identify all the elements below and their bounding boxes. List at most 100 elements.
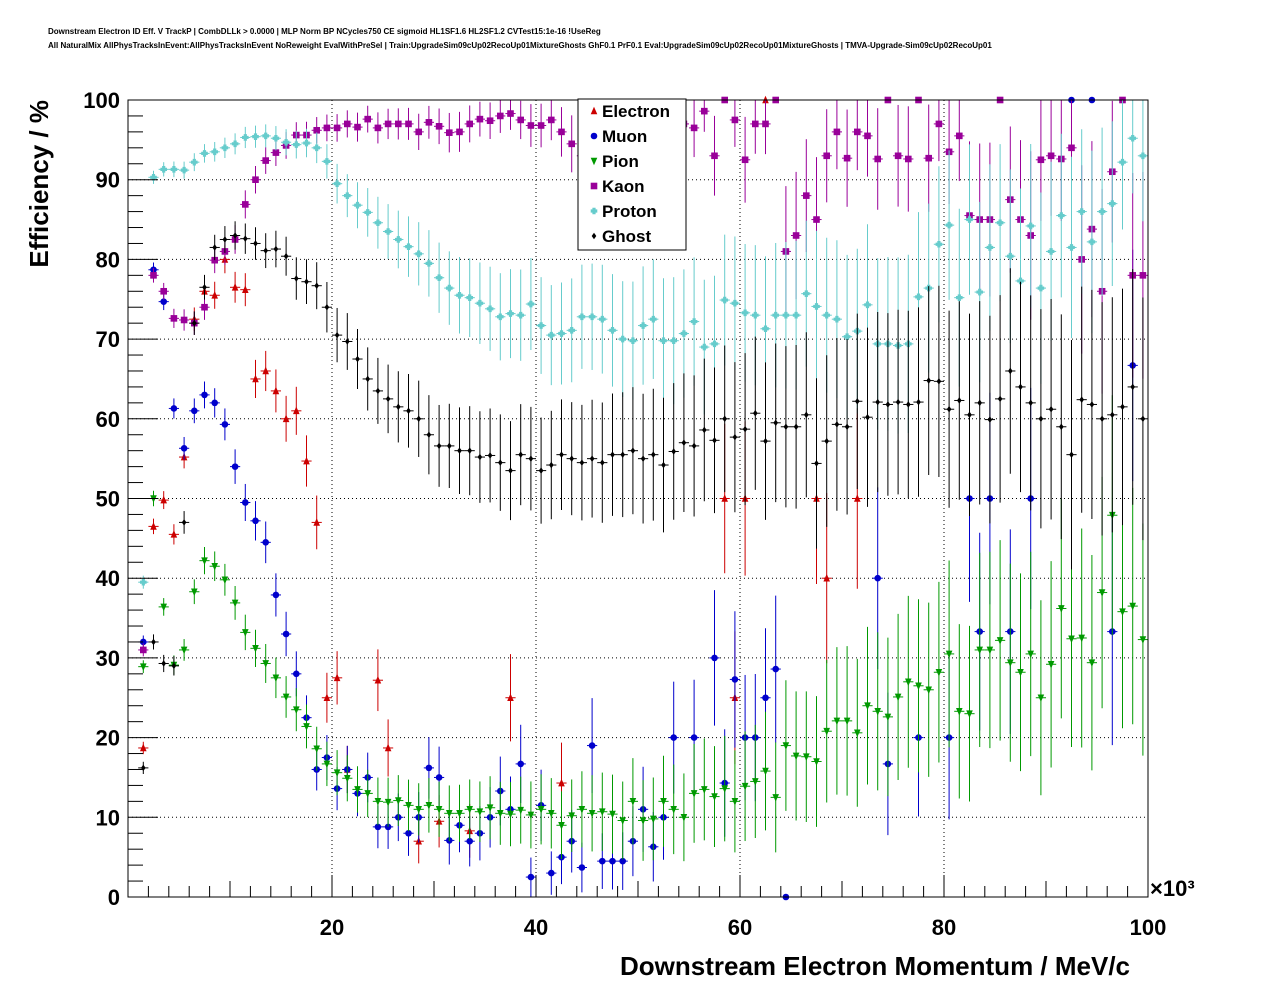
muon-point: [772, 665, 779, 673]
electron-point: [854, 494, 861, 502]
proton-point: [558, 330, 565, 337]
proton-point: [1047, 248, 1055, 255]
kaon-point: [833, 128, 841, 136]
ghost-point: [375, 387, 381, 395]
y-tick-label: 50: [96, 487, 120, 512]
ghost-point: [753, 409, 758, 417]
pion-point: [497, 810, 504, 818]
kaon-point: [864, 132, 871, 140]
proton-point: [231, 140, 239, 148]
pion-point: [1098, 589, 1106, 597]
proton-point: [1058, 212, 1065, 219]
proton-point: [690, 318, 698, 325]
ghost-point: [528, 455, 534, 462]
ghost-point: [681, 439, 687, 447]
muon-point: [374, 823, 382, 831]
electron-point: [140, 743, 147, 752]
ghost-point: [151, 638, 156, 646]
proton-point: [731, 299, 739, 307]
ghost-point: [844, 423, 850, 431]
proton-point: [803, 290, 810, 297]
ghost-point: [855, 397, 860, 405]
ghost-point: [814, 460, 819, 467]
kaon-point: [486, 117, 494, 125]
pion-point: [201, 557, 208, 565]
proton-point: [639, 322, 647, 329]
proton-point: [211, 148, 218, 156]
ghost-point: [834, 421, 840, 428]
legend-marker-kaon: [590, 182, 598, 190]
kaon-point: [140, 646, 147, 654]
ghost-point: [589, 455, 595, 462]
muon-point: [282, 630, 290, 638]
pion-point: [1007, 659, 1014, 667]
proton-point: [1007, 252, 1014, 260]
kaon-point: [517, 116, 524, 124]
ghost-point: [630, 447, 636, 454]
proton-point: [435, 274, 443, 282]
proton-point: [1109, 200, 1116, 207]
pion-point: [925, 686, 932, 695]
pion-point: [354, 786, 361, 794]
ghost-point: [1018, 383, 1023, 391]
proton-point: [384, 228, 392, 235]
y-tick-label: 80: [96, 247, 120, 272]
proton-point: [405, 243, 412, 250]
ghost-point: [1079, 396, 1084, 403]
ghost-point: [1048, 405, 1054, 413]
muon-point: [272, 591, 280, 599]
ghost-point: [916, 398, 921, 406]
ghost-point: [436, 442, 442, 450]
ghost-point: [447, 442, 452, 450]
kaon-point: [568, 140, 575, 148]
kaon-point: [741, 156, 749, 164]
kaon-point: [925, 154, 932, 162]
pion-point: [772, 794, 779, 802]
pion-point: [476, 808, 484, 817]
legend-label-pion: Pion: [602, 152, 639, 171]
muon-point: [588, 742, 596, 749]
ghost-point: [518, 451, 523, 458]
ghost-point: [538, 467, 544, 474]
x-axis-multiplier: ×10³: [1150, 876, 1195, 901]
proton-point: [395, 236, 402, 243]
proton-point: [476, 299, 484, 307]
proton-point: [446, 284, 453, 292]
pion-point: [405, 802, 412, 810]
proton-point: [823, 311, 830, 319]
kaon-point: [160, 287, 167, 295]
legend-marker-proton: [590, 207, 598, 215]
proton-point: [497, 313, 504, 321]
pion-point: [721, 785, 728, 793]
pion-point: [435, 806, 443, 814]
pion-point: [864, 702, 871, 711]
pion-point: [905, 678, 912, 687]
proton-point: [282, 138, 290, 146]
kaon-point: [1068, 144, 1075, 152]
kaon-point: [333, 124, 341, 132]
pion-point: [517, 806, 524, 815]
ghost-point: [997, 395, 1003, 403]
y-tick-label: 10: [96, 805, 120, 830]
proton-point: [466, 294, 474, 301]
muon-point: [762, 694, 769, 702]
kaon-point: [415, 128, 422, 136]
electron-point: [170, 530, 178, 538]
ghost-point: [640, 455, 646, 462]
pion-point: [701, 786, 708, 794]
chart-title-line-1: Downstream Electron ID Eff. V TrackP | C…: [48, 27, 601, 36]
ghost-point: [314, 282, 319, 290]
muon-point: [180, 444, 188, 452]
ghost-point: [253, 240, 258, 247]
proton-point: [792, 311, 800, 319]
proton-point: [272, 134, 280, 142]
ghost-point: [477, 453, 483, 461]
proton-point: [527, 300, 535, 308]
chart-title-line-2: All NaturalMix AllPhysTracksInEvent:AllP…: [48, 41, 992, 50]
pion-point: [843, 717, 851, 726]
x-tick-label: 20: [320, 915, 344, 940]
pion-point: [344, 774, 351, 783]
pion-point: [792, 752, 800, 761]
kaon-point: [527, 122, 535, 129]
pion-point: [527, 811, 535, 820]
